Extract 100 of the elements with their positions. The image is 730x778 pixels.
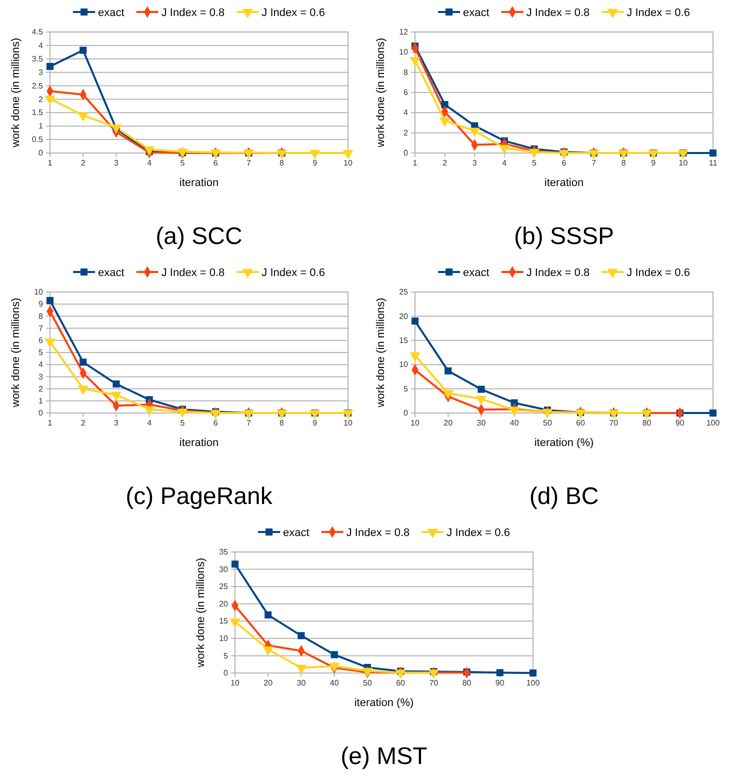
y-tick-label: 2 [404,128,409,138]
y-tick-label: 12 [399,28,409,37]
point [678,150,689,160]
x-tick-label: 7 [246,158,252,168]
x-tick-label: 70 [429,678,439,688]
point [44,338,56,348]
x-tick-label: 4 [502,158,508,168]
point [709,409,717,417]
y-tick-label: 25 [399,288,409,297]
point [78,112,88,122]
text: (b) SSSP [514,223,614,250]
legend-label: J Index = 0.6 [262,267,325,279]
x-axis-title: iteration [179,437,219,449]
x-tick-label: 10 [344,418,353,428]
x-tick-label: 3 [114,418,119,428]
x-tick-label: 10 [230,678,240,688]
legend-label: exact [98,7,124,19]
legend-label: J Index = 0.8 [161,267,225,279]
y-tick-label: 35 [219,548,229,557]
point [410,352,420,362]
y-axis-title: work done (in millions) [375,38,387,148]
y-tick-label: 1.5 [32,108,44,118]
point [608,410,620,420]
point [648,150,659,160]
y-tick-label: 0 [224,668,229,678]
x-tick-label: 20 [264,678,274,688]
x-tick-label: 3 [114,158,119,168]
y-tick-label: 3 [38,68,44,77]
y-tick-label: 4 [404,108,409,118]
text: (c) PageRank [126,483,274,510]
y-tick-label: 4.5 [32,28,44,37]
x-tick-label: 10 [678,158,688,168]
y-tick-label: 5 [224,651,229,660]
x-tick-label: 1 [412,158,418,168]
point [330,651,338,658]
y-tick-label: 4 [38,360,44,370]
x-tick-label: 5 [532,158,537,168]
legend-label: exact [463,7,490,19]
y-axis-title: work done (in millions) [195,558,207,668]
x-tick-label: 90 [495,678,505,688]
y-tick-label: 20 [219,599,229,608]
point [310,150,320,160]
x-tick-label: 30 [296,678,306,688]
point [478,386,485,393]
y-tick-label: 4 [38,41,44,50]
y-tick-label: 20 [399,312,409,321]
point [243,410,254,420]
point [262,646,274,656]
point [144,406,155,416]
x-tick-label: 9 [312,158,318,168]
point [276,410,288,420]
text: (a) SCC [156,223,242,250]
y-tick-label: 0 [38,148,44,158]
y-tick-label: 7 [38,324,44,333]
x-tick-label: 20 [444,418,454,428]
y-tick-label: 0 [404,408,409,418]
point [264,611,272,618]
point [296,664,307,674]
point [80,46,87,54]
x-tick-label: 10 [410,418,420,428]
y-tick-label: 10 [399,48,409,57]
x-tick-label: 80 [462,678,472,688]
x-tick-label: 6 [562,158,567,168]
point [575,409,586,419]
x-tick-label: 3 [472,158,478,168]
x-tick-label: 8 [280,158,285,168]
x-tick-label: 100 [526,678,540,688]
x-tick-label: 30 [476,418,486,428]
y-tick-label: 1 [38,396,44,406]
point [618,150,629,160]
x-tick-label: 5 [180,418,186,428]
y-tick-label: 15 [399,336,409,345]
text: (e) MST [340,743,428,770]
point [709,149,717,157]
point [112,380,120,388]
point [177,408,188,418]
point [558,150,570,160]
point [110,392,122,402]
point [78,386,88,396]
y-tick-label: 2.5 [32,81,44,90]
point [508,406,520,416]
x-tick-label: 60 [576,418,586,428]
x-tick-label: 4 [147,418,152,428]
x-axis-title: iteration (%) [534,437,594,449]
x-tick-label: 6 [213,158,218,168]
y-axis-title: work done (in millions) [10,38,22,148]
y-tick-label: 10 [399,360,409,370]
x-axis-title: iteration [179,177,219,189]
point [439,118,450,127]
x-tick-label: 10 [344,158,353,168]
point [310,410,320,420]
point [469,128,480,138]
x-tick-label: 9 [312,418,318,428]
point [588,150,600,160]
legend-label: J Index = 0.6 [626,7,690,19]
legend-label: exact [98,267,124,279]
legend-label: J Index = 0.8 [526,7,590,19]
y-tick-label: 15 [219,616,229,626]
point [342,410,354,420]
x-tick-label: 8 [621,158,626,168]
